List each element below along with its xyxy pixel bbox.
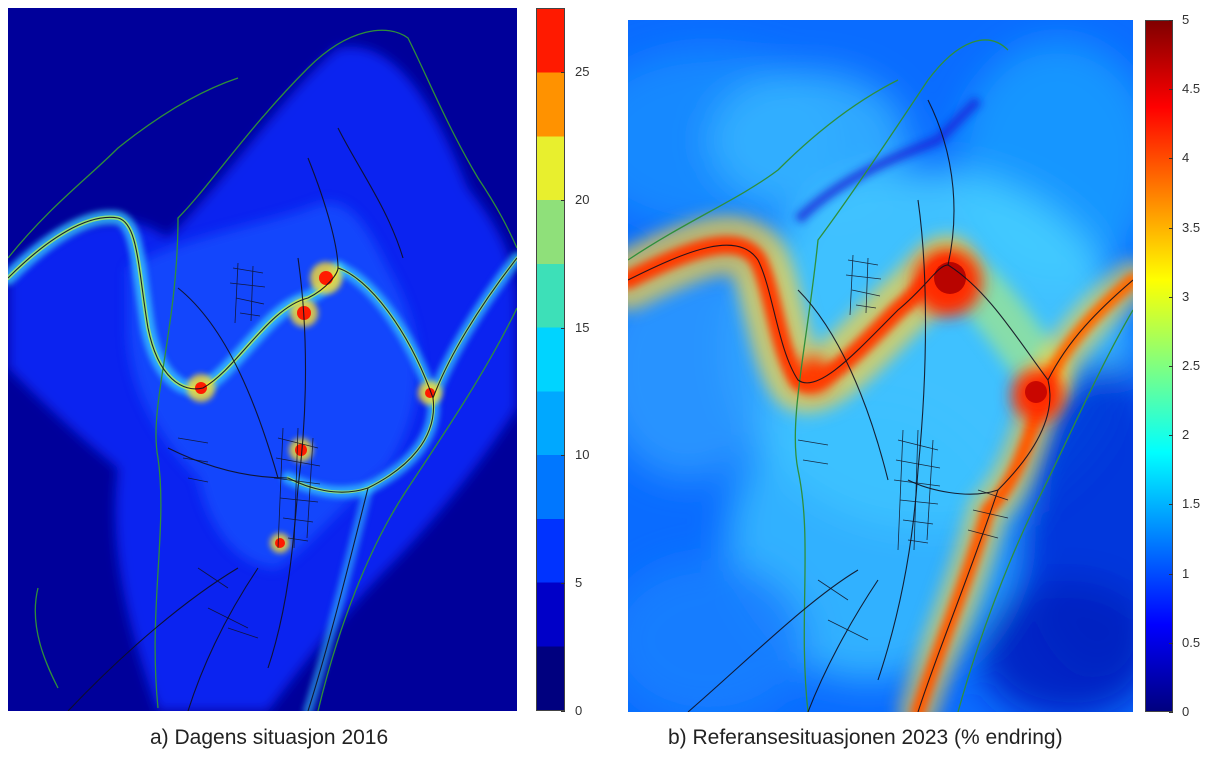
colorbar-b-tick-label: 2.5 <box>1182 358 1201 373</box>
colorbar-a-tick-mark <box>561 71 565 73</box>
colorbar-b-tick-mark <box>1169 712 1173 713</box>
colorbar-b-tick-label: 0 <box>1182 704 1190 719</box>
colorbar-b-tick-mark <box>1169 366 1173 367</box>
colorbar-b-tick-mark <box>1169 435 1173 437</box>
colorbar-a-tick-mark <box>561 327 565 329</box>
colorbar-b-tick-mark <box>1169 573 1173 575</box>
colorbar-a-tick-label: 15 <box>575 319 590 335</box>
colorbar-a-tick-mark <box>561 711 565 712</box>
caption-b: b) Referansesituasjonen 2023 (% endring) <box>668 726 1063 749</box>
colorbar-b-tick-label: 0.5 <box>1182 634 1201 650</box>
colorbar-a-tick-mark <box>561 583 565 585</box>
colorbar-b-tick-label: 3 <box>1182 288 1190 304</box>
colorbar-b-tick-label: 3.5 <box>1182 219 1201 235</box>
colorbar-b-tick-mark <box>1169 89 1173 91</box>
map-b <box>628 20 1133 712</box>
colorbar-b-tick-label: 1 <box>1182 565 1190 581</box>
colorbar-b-tick-label: 2 <box>1182 427 1190 443</box>
map-a <box>8 8 517 711</box>
colorbar-b-tick-mark <box>1169 504 1173 506</box>
colorbar-a <box>536 8 565 711</box>
colorbar-b-tick-label: 4.5 <box>1182 81 1201 97</box>
colorbar-a-tick-mark <box>561 455 565 457</box>
colorbar-a-tick-label: 25 <box>575 63 590 79</box>
colorbar-b-tick-label: 1.5 <box>1182 496 1201 512</box>
colorbar-a-tick-label: 20 <box>575 191 590 207</box>
colorbar-b-tick-mark <box>1169 227 1173 229</box>
colorbar-b-tick-mark <box>1169 642 1173 644</box>
colorbar-b-tick-label: 5 <box>1182 12 1190 27</box>
caption-a: a) Dagens situasjon 2016 <box>150 726 389 749</box>
colorbar-b-tick-mark <box>1169 20 1173 21</box>
colorbar-a-tick-mark <box>561 199 565 201</box>
colorbar-a-tick-label: 10 <box>575 447 590 463</box>
colorbar-b-tick-mark <box>1169 158 1173 160</box>
colorbar-b <box>1145 20 1173 712</box>
colorbar-a-tick-label: 5 <box>575 575 583 591</box>
colorbar-a-tick-label: 0 <box>575 703 583 718</box>
colorbar-b-tick-mark <box>1169 296 1173 298</box>
colorbar-b-tick-label: 4 <box>1182 150 1190 166</box>
